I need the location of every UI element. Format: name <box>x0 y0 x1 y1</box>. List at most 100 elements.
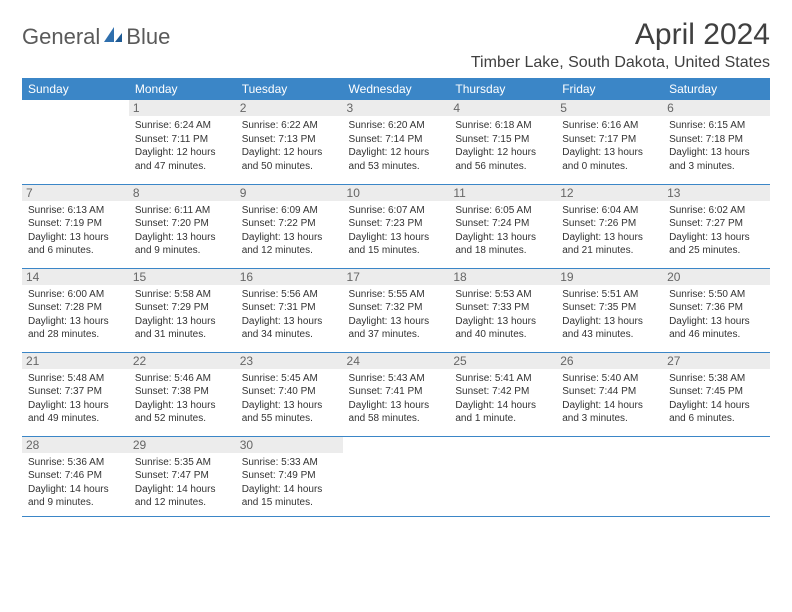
calendar-cell: 21Sunrise: 5:48 AMSunset: 7:37 PMDayligh… <box>22 352 129 436</box>
col-friday: Friday <box>556 78 663 100</box>
daylight-text: Daylight: 12 hours <box>135 146 230 160</box>
day-number: 22 <box>129 353 236 369</box>
daylight-text: and 12 minutes. <box>242 244 337 258</box>
sunset-text: Sunset: 7:20 PM <box>135 217 230 231</box>
sunrise-text: Sunrise: 5:33 AM <box>242 456 337 470</box>
daylight-text: and 53 minutes. <box>349 160 444 174</box>
sunrise-text: Sunrise: 5:51 AM <box>562 288 657 302</box>
daylight-text: and 9 minutes. <box>28 496 123 510</box>
calendar-cell: 2Sunrise: 6:22 AMSunset: 7:13 PMDaylight… <box>236 100 343 184</box>
calendar-cell <box>343 436 450 516</box>
sunrise-text: Sunrise: 6:11 AM <box>135 204 230 218</box>
day-number: 12 <box>556 185 663 201</box>
calendar-cell: 24Sunrise: 5:43 AMSunset: 7:41 PMDayligh… <box>343 352 450 436</box>
sunset-text: Sunset: 7:19 PM <box>28 217 123 231</box>
sunset-text: Sunset: 7:41 PM <box>349 385 444 399</box>
daylight-text: and 3 minutes. <box>562 412 657 426</box>
sunset-text: Sunset: 7:13 PM <box>242 133 337 147</box>
daylight-text: Daylight: 13 hours <box>242 231 337 245</box>
col-wednesday: Wednesday <box>343 78 450 100</box>
sunrise-text: Sunrise: 6:24 AM <box>135 119 230 133</box>
page-title: April 2024 <box>471 18 770 52</box>
daylight-text: Daylight: 13 hours <box>669 146 764 160</box>
sunset-text: Sunset: 7:27 PM <box>669 217 764 231</box>
header: General Blue April 2024 Timber Lake, Sou… <box>22 18 770 72</box>
sunset-text: Sunset: 7:11 PM <box>135 133 230 147</box>
sunset-text: Sunset: 7:26 PM <box>562 217 657 231</box>
day-number: 17 <box>343 269 450 285</box>
calendar-row: 21Sunrise: 5:48 AMSunset: 7:37 PMDayligh… <box>22 352 770 436</box>
daylight-text: and 0 minutes. <box>562 160 657 174</box>
col-thursday: Thursday <box>449 78 556 100</box>
daylight-text: and 58 minutes. <box>349 412 444 426</box>
daylight-text: Daylight: 14 hours <box>455 399 550 413</box>
sunset-text: Sunset: 7:40 PM <box>242 385 337 399</box>
daylight-text: Daylight: 13 hours <box>28 399 123 413</box>
daylight-text: and 15 minutes. <box>242 496 337 510</box>
col-sunday: Sunday <box>22 78 129 100</box>
calendar-cell: 22 Sunrise: 5:46 AMSunset: 7:38 PMDayligh… <box>129 352 236 436</box>
daylight-text: and 12 minutes. <box>135 496 230 510</box>
sunrise-text: Sunrise: 5:50 AM <box>669 288 764 302</box>
day-number: 2 <box>236 100 343 116</box>
daylight-text: Daylight: 13 hours <box>135 399 230 413</box>
calendar-cell: 14Sunrise: 6:00 AMSunset: 7:28 PMDayligh… <box>22 268 129 352</box>
day-number: 19 <box>556 269 663 285</box>
calendar-cell: 10Sunrise: 6:07 AMSunset: 7:23 PMDayligh… <box>343 184 450 268</box>
day-number: 16 <box>236 269 343 285</box>
calendar-cell <box>22 100 129 184</box>
sunrise-text: Sunrise: 6:09 AM <box>242 204 337 218</box>
day-number: 8 <box>129 185 236 201</box>
day-number: 24 <box>343 353 450 369</box>
sunset-text: Sunset: 7:49 PM <box>242 469 337 483</box>
sunrise-text: Sunrise: 6:00 AM <box>28 288 123 302</box>
daylight-text: Daylight: 13 hours <box>242 399 337 413</box>
day-number: 14 <box>22 269 129 285</box>
daylight-text: Daylight: 13 hours <box>135 315 230 329</box>
daylight-text: Daylight: 13 hours <box>135 231 230 245</box>
daylight-text: Daylight: 13 hours <box>349 399 444 413</box>
daylight-text: and 18 minutes. <box>455 244 550 258</box>
sunrise-text: Sunrise: 6:04 AM <box>562 204 657 218</box>
daylight-text: Daylight: 13 hours <box>28 231 123 245</box>
day-number: 18 <box>449 269 556 285</box>
calendar-cell: 28Sunrise: 5:36 AMSunset: 7:46 PMDayligh… <box>22 436 129 516</box>
calendar-cell <box>556 436 663 516</box>
calendar-row: 1Sunrise: 6:24 AMSunset: 7:11 PMDaylight… <box>22 100 770 184</box>
col-monday: Monday <box>129 78 236 100</box>
calendar-cell: 30Sunrise: 5:33 AMSunset: 7:49 PMDayligh… <box>236 436 343 516</box>
calendar-cell: 8 Sunrise: 6:11 AMSunset: 7:20 PMDaylight… <box>129 184 236 268</box>
daylight-text: Daylight: 13 hours <box>562 315 657 329</box>
daylight-text: and 15 minutes. <box>349 244 444 258</box>
calendar-cell: 19 Sunrise: 5:51 AMSunset: 7:35 PMDayligh… <box>556 268 663 352</box>
daylight-text: Daylight: 13 hours <box>455 315 550 329</box>
daylight-text: Daylight: 13 hours <box>669 231 764 245</box>
sunrise-text: Sunrise: 5:35 AM <box>135 456 230 470</box>
sunrise-text: Sunrise: 5:58 AM <box>135 288 230 302</box>
daylight-text: Daylight: 13 hours <box>669 315 764 329</box>
calendar-cell: 1Sunrise: 6:24 AMSunset: 7:11 PMDaylight… <box>129 100 236 184</box>
sunset-text: Sunset: 7:35 PM <box>562 301 657 315</box>
sunrise-text: Sunrise: 5:46 AM <box>135 372 230 386</box>
sunset-text: Sunset: 7:31 PM <box>242 301 337 315</box>
sunrise-text: Sunrise: 6:15 AM <box>669 119 764 133</box>
col-tuesday: Tuesday <box>236 78 343 100</box>
daylight-text: and 37 minutes. <box>349 328 444 342</box>
daylight-text: and 34 minutes. <box>242 328 337 342</box>
day-number: 7 <box>22 185 129 201</box>
day-number: 5 <box>556 100 663 116</box>
calendar-cell <box>663 436 770 516</box>
sunrise-text: Sunrise: 5:36 AM <box>28 456 123 470</box>
sunset-text: Sunset: 7:37 PM <box>28 385 123 399</box>
calendar-cell: 5Sunrise: 6:16 AMSunset: 7:17 PMDaylight… <box>556 100 663 184</box>
day-number: 3 <box>343 100 450 116</box>
sunrise-text: Sunrise: 5:45 AM <box>242 372 337 386</box>
daylight-text: and 47 minutes. <box>135 160 230 174</box>
calendar-row: 14Sunrise: 6:00 AMSunset: 7:28 PMDayligh… <box>22 268 770 352</box>
sunrise-text: Sunrise: 5:40 AM <box>562 372 657 386</box>
sunset-text: Sunset: 7:38 PM <box>135 385 230 399</box>
daylight-text: and 21 minutes. <box>562 244 657 258</box>
calendar-cell: 9Sunrise: 6:09 AMSunset: 7:22 PMDaylight… <box>236 184 343 268</box>
daylight-text: Daylight: 13 hours <box>455 231 550 245</box>
daylight-text: and 49 minutes. <box>28 412 123 426</box>
